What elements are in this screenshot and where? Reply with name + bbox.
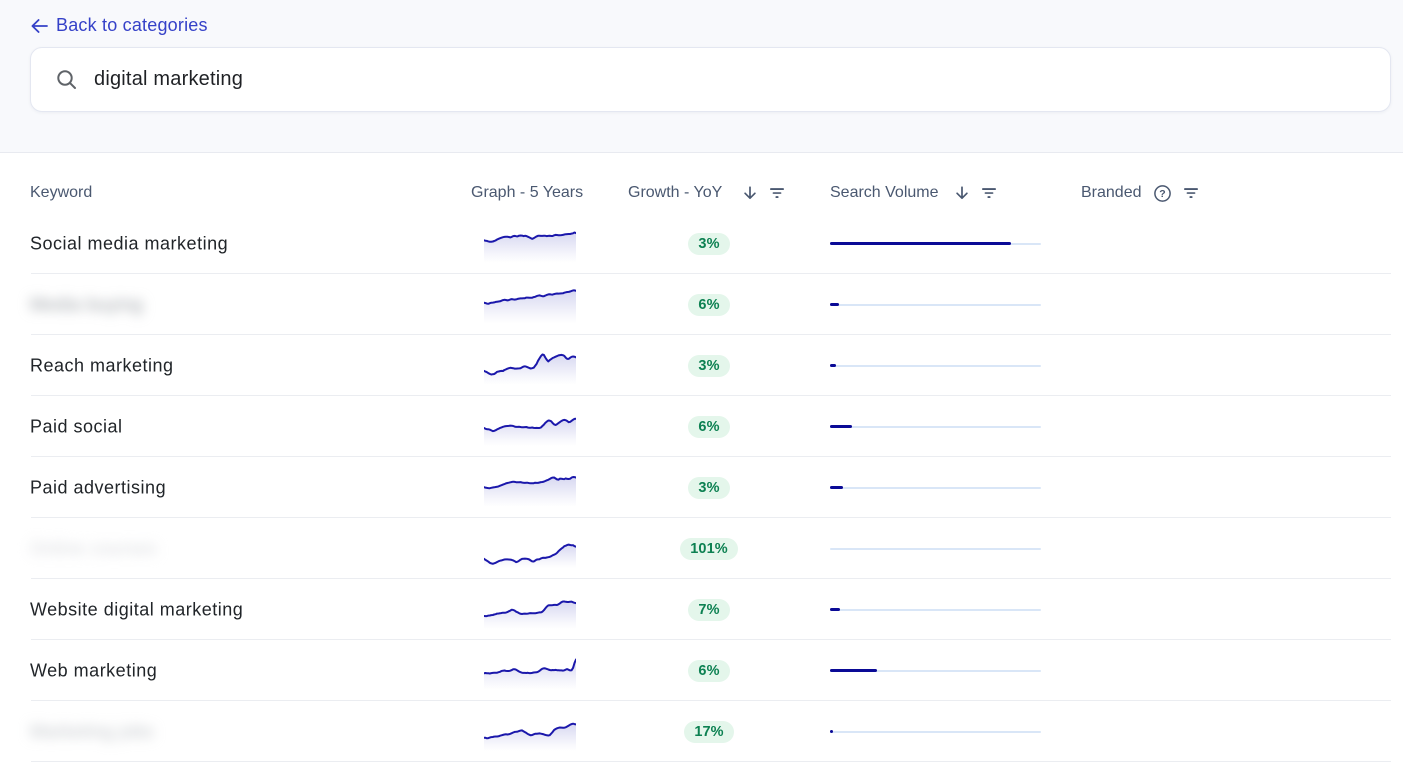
- svg-text:?: ?: [1159, 188, 1165, 200]
